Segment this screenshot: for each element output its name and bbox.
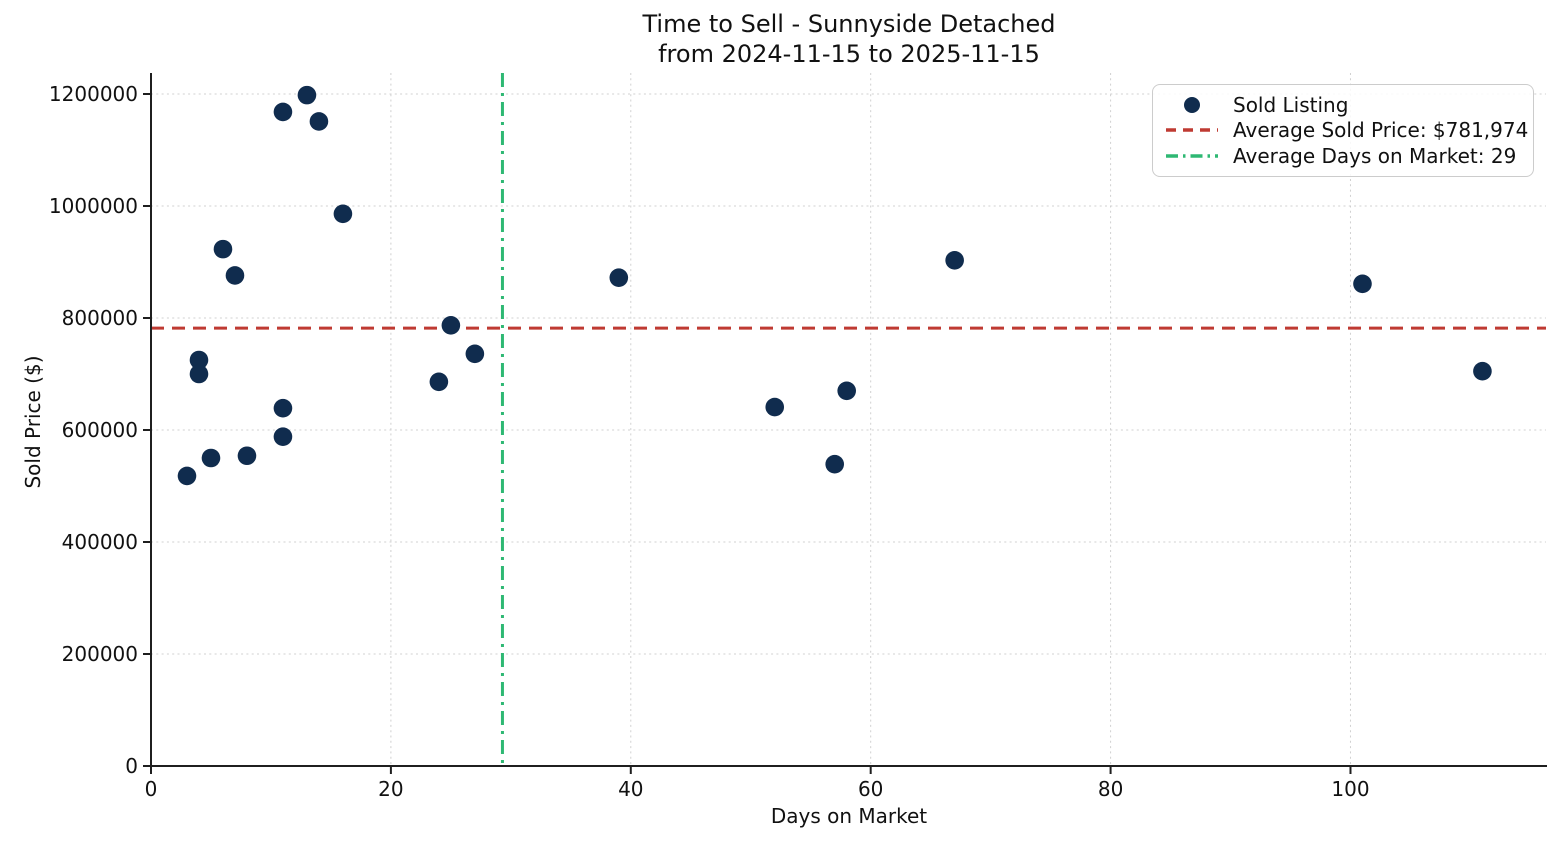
y-tick-label: 1000000 xyxy=(49,194,138,218)
dashdot-line-icon xyxy=(1165,153,1219,159)
data-point xyxy=(333,204,353,224)
axes-layer: 0 20 40 60 80 100 0 200000 400000 600000 800000 100… xyxy=(49,73,1547,801)
data-point xyxy=(429,372,449,392)
y-tick-label: 0 xyxy=(125,754,138,778)
y-tick-label: 200000 xyxy=(62,642,138,666)
chart-title: Time to Sell - Sunnyside Detached xyxy=(642,10,1056,38)
legend-label-average-days: Average Days on Market: 29 xyxy=(1233,144,1517,169)
legend-row-sold-listing: Sold Listing xyxy=(1165,93,1521,117)
legend-label-average-price: Average Sold Price: $781,974 xyxy=(1233,118,1529,143)
y-tick-label: 1200000 xyxy=(49,82,138,106)
y-tick-label: 600000 xyxy=(62,418,138,442)
y-axis-label: Sold Price ($) xyxy=(21,355,45,489)
data-point xyxy=(213,239,233,259)
y-tick-label: 400000 xyxy=(62,530,138,554)
dashed-line-icon xyxy=(1165,127,1219,133)
x-axis-label: Days on Market xyxy=(770,804,928,828)
data-point xyxy=(189,350,209,370)
data-point xyxy=(297,85,317,105)
data-point xyxy=(237,446,257,466)
data-point xyxy=(177,466,197,486)
data-point xyxy=(273,427,293,447)
data-point xyxy=(309,112,329,131)
data-point xyxy=(765,397,785,417)
data-point xyxy=(1353,274,1372,294)
legend: Sold Listing Average Sold Price: $781,97… xyxy=(1152,84,1534,177)
x-tick-label: 20 xyxy=(378,777,403,801)
x-tick-label: 100 xyxy=(1331,777,1369,801)
chart-title-block: Time to Sell - Sunnyside Detached from 2… xyxy=(151,9,1547,69)
legend-row-average-price: Average Sold Price: $781,974 xyxy=(1165,118,1528,142)
data-point xyxy=(1473,361,1492,381)
legend-label-sold-listing: Sold Listing xyxy=(1233,92,1349,117)
data-point xyxy=(441,315,461,335)
data-point xyxy=(609,268,629,287)
data-point xyxy=(465,344,485,364)
sold-listing-marker-icon xyxy=(1165,96,1219,113)
data-point xyxy=(225,266,245,285)
data-point xyxy=(945,251,964,270)
x-tick-label: 0 xyxy=(145,777,158,801)
average-lines-layer xyxy=(151,73,1546,766)
data-point xyxy=(837,381,857,401)
data-point xyxy=(273,398,293,418)
x-tick-label: 60 xyxy=(858,777,883,801)
x-tick-label: 40 xyxy=(618,777,643,801)
data-point xyxy=(201,448,221,468)
chart-subtitle: from 2024-11-15 to 2025-11-15 xyxy=(658,40,1040,68)
legend-row-average-days: Average Days on Market: 29 xyxy=(1165,144,1521,168)
data-point xyxy=(273,102,293,122)
x-tick-label: 80 xyxy=(1098,777,1123,801)
data-points-layer xyxy=(177,85,1492,486)
data-point xyxy=(189,364,209,384)
data-point xyxy=(825,454,845,474)
y-tick-label: 800000 xyxy=(62,306,138,330)
